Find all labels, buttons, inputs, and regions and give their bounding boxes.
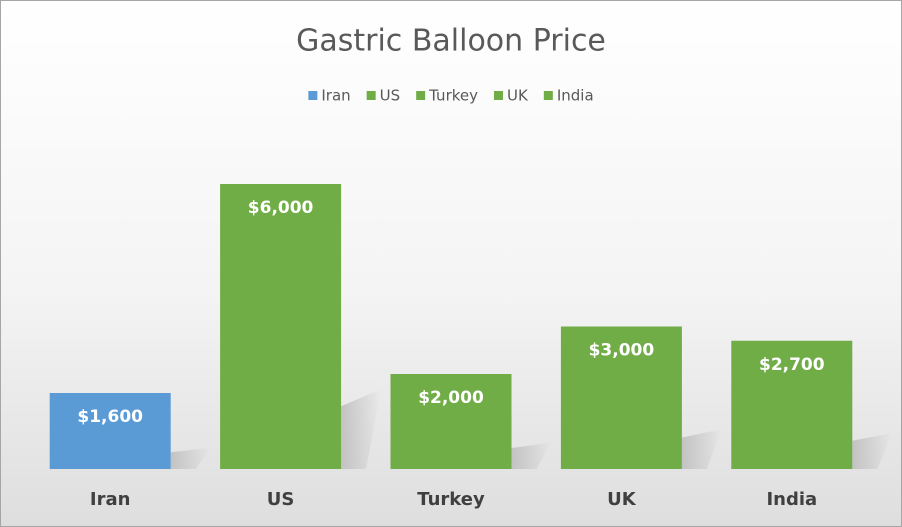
bar-shadow	[511, 442, 552, 469]
legend-label: Turkey	[428, 87, 478, 105]
x-tick-label: Iran	[90, 489, 131, 510]
legend-label: UK	[507, 87, 529, 105]
data-label: $1,600	[77, 407, 143, 427]
chart-title: Gastric Balloon Price	[296, 24, 606, 59]
bar	[731, 340, 853, 469]
bar-shadow	[341, 389, 382, 469]
bar-shadow	[681, 429, 722, 469]
data-label: $3,000	[589, 341, 655, 361]
bar	[49, 393, 171, 469]
legend-label: US	[380, 87, 401, 105]
legend-swatch	[543, 91, 553, 100]
legend-swatch	[416, 91, 426, 100]
data-label: $6,000	[248, 198, 314, 218]
bar	[390, 374, 512, 469]
bar-shadow	[170, 447, 211, 469]
legend-swatch	[366, 91, 376, 100]
legend-label: Iran	[321, 87, 350, 105]
x-tick-label: US	[267, 489, 295, 510]
legend-swatch	[494, 91, 503, 100]
legend-label: India	[557, 87, 594, 105]
x-tick-label: UK	[607, 489, 637, 510]
x-tick-label: India	[766, 489, 817, 510]
data-label: $2,000	[418, 388, 484, 408]
bar	[220, 184, 342, 469]
bar	[560, 326, 682, 469]
legend: Iran US Turkey UK India	[308, 87, 594, 105]
data-label: $2,700	[759, 355, 825, 375]
legend-swatch	[308, 91, 318, 100]
bar-shadow	[852, 433, 893, 469]
x-tick-label: Turkey	[417, 489, 485, 510]
